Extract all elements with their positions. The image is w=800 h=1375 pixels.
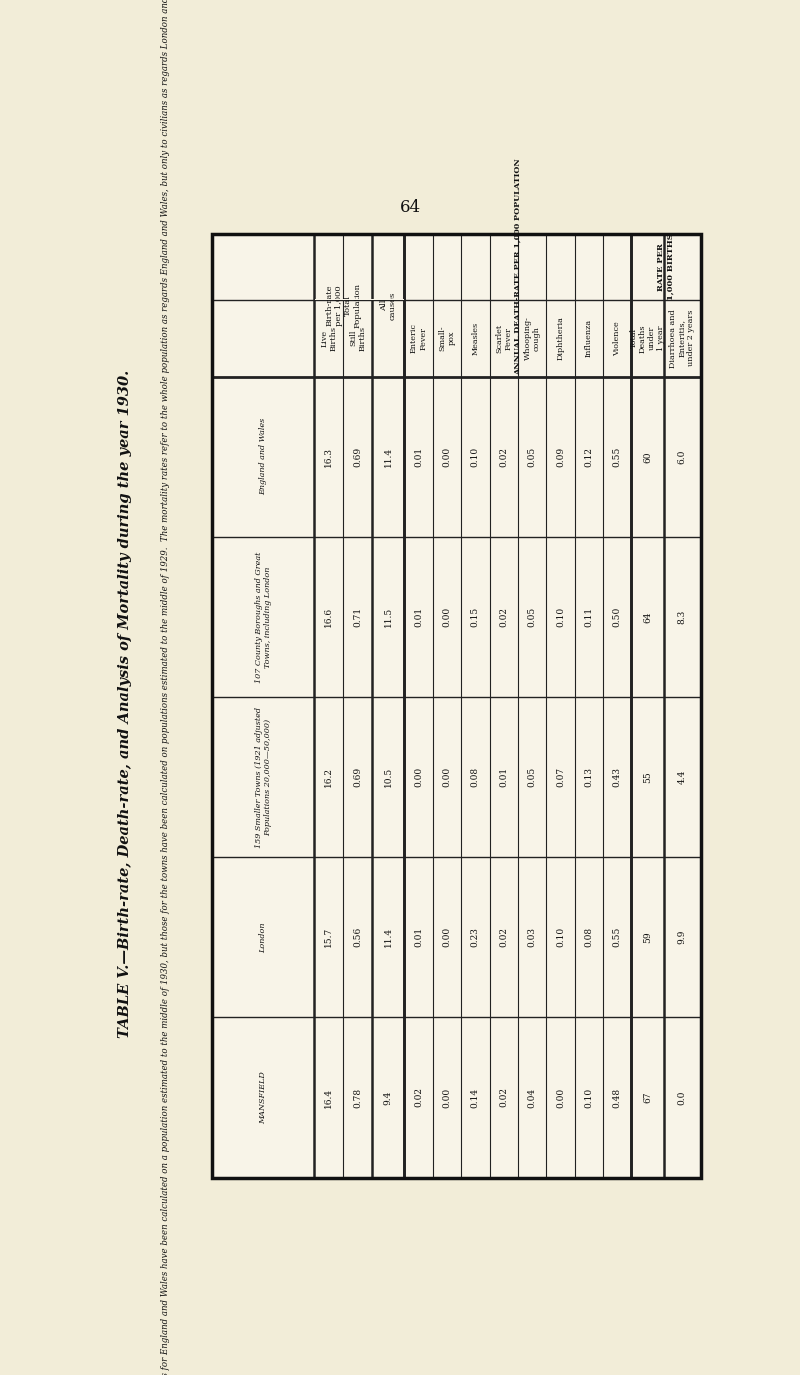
- Text: 0.71: 0.71: [354, 606, 362, 627]
- Text: 8.3: 8.3: [678, 610, 686, 624]
- Text: RATE PER
1,000 BIRTHS: RATE PER 1,000 BIRTHS: [658, 234, 674, 300]
- Text: 0.10: 0.10: [556, 606, 565, 627]
- Text: 16.3: 16.3: [324, 447, 334, 468]
- Text: 0.09: 0.09: [556, 447, 565, 468]
- Text: 0.23: 0.23: [471, 927, 480, 947]
- Text: 15.7: 15.7: [324, 927, 334, 947]
- Text: 0.01: 0.01: [414, 927, 423, 947]
- Text: 67: 67: [643, 1092, 652, 1103]
- Text: Birth-rate
per 1,000
Total
Population: Birth-rate per 1,000 Total Population: [326, 283, 361, 329]
- Text: 64: 64: [643, 612, 652, 623]
- Text: Live
Births: Live Births: [320, 326, 338, 351]
- Text: Measles: Measles: [471, 322, 479, 355]
- Text: Whooping-
cough: Whooping- cough: [523, 316, 541, 360]
- Text: 0.15: 0.15: [471, 606, 480, 627]
- Text: 0.48: 0.48: [613, 1088, 622, 1107]
- Text: All
causes: All causes: [380, 292, 397, 319]
- Text: 59: 59: [643, 931, 652, 943]
- Text: 0.02: 0.02: [499, 1088, 508, 1107]
- Text: 4.4: 4.4: [678, 770, 686, 784]
- Text: 10.5: 10.5: [384, 767, 393, 788]
- Text: 0.01: 0.01: [414, 447, 423, 468]
- Text: 9.4: 9.4: [384, 1090, 393, 1104]
- Text: 11.5: 11.5: [384, 606, 393, 627]
- Text: 64: 64: [399, 199, 421, 216]
- Text: 0.56: 0.56: [354, 927, 362, 947]
- Text: 0.13: 0.13: [585, 767, 594, 786]
- Text: 0.00: 0.00: [442, 447, 451, 468]
- Text: 0.78: 0.78: [354, 1088, 362, 1107]
- Bar: [212, 234, 701, 1177]
- Text: London: London: [259, 923, 267, 953]
- Text: Violence: Violence: [614, 320, 622, 356]
- Text: (Provisional figures.  The rates for England and Wales have been calculated on a: (Provisional figures. The rates for Engl…: [162, 0, 170, 1375]
- Text: Total
Deaths
under
1 year: Total Deaths under 1 year: [630, 324, 666, 352]
- Text: 55: 55: [643, 771, 652, 782]
- Text: 107 County Boroughs and Great
Towns, including London: 107 County Boroughs and Great Towns, inc…: [254, 551, 272, 682]
- Text: 0.69: 0.69: [354, 447, 362, 468]
- Text: 0.55: 0.55: [613, 447, 622, 468]
- Text: 0.43: 0.43: [613, 767, 622, 786]
- Text: 0.69: 0.69: [354, 767, 362, 788]
- Text: 16.6: 16.6: [324, 606, 334, 627]
- Text: 0.08: 0.08: [471, 767, 480, 788]
- Text: 0.55: 0.55: [613, 927, 622, 947]
- Text: 0.14: 0.14: [471, 1088, 480, 1107]
- Text: 11.4: 11.4: [384, 927, 393, 947]
- Text: Small-
pox: Small- pox: [438, 326, 455, 351]
- Text: 0.05: 0.05: [528, 767, 537, 788]
- Text: 0.00: 0.00: [442, 767, 451, 788]
- Text: 11.4: 11.4: [384, 447, 393, 468]
- Text: 0.07: 0.07: [556, 767, 565, 788]
- Text: 16.4: 16.4: [324, 1088, 334, 1107]
- Text: 0.01: 0.01: [414, 606, 423, 627]
- Bar: [212, 234, 701, 1177]
- Text: 0.02: 0.02: [499, 927, 508, 947]
- Text: 0.01: 0.01: [499, 767, 508, 788]
- Text: 0.00: 0.00: [414, 767, 423, 788]
- Text: 0.02: 0.02: [499, 606, 508, 627]
- Text: 0.10: 0.10: [585, 1088, 594, 1107]
- Text: 0.02: 0.02: [499, 447, 508, 468]
- Text: 6.0: 6.0: [678, 450, 686, 463]
- Text: Scarlet
Fever: Scarlet Fever: [495, 323, 512, 353]
- Text: Still
Births: Still Births: [349, 326, 366, 351]
- Text: Diphtheria: Diphtheria: [557, 316, 565, 360]
- Text: England and Wales: England and Wales: [259, 418, 267, 495]
- Text: 16.2: 16.2: [324, 767, 334, 786]
- Text: 0.00: 0.00: [442, 606, 451, 627]
- Text: 0.12: 0.12: [585, 447, 594, 468]
- Text: 0.05: 0.05: [528, 447, 537, 468]
- Text: 0.00: 0.00: [556, 1088, 565, 1107]
- Text: 0.0: 0.0: [678, 1090, 686, 1104]
- Text: 0.10: 0.10: [556, 927, 565, 947]
- Text: 0.03: 0.03: [528, 927, 537, 947]
- Text: 159 Smaller Towns (1921 adjusted
Populations 20,000—50,000): 159 Smaller Towns (1921 adjusted Populat…: [254, 707, 272, 847]
- Text: TABLE V.—Birth-rate, Death-rate, and Analysis of Mortality during the year 1930.: TABLE V.—Birth-rate, Death-rate, and Ana…: [118, 370, 132, 1038]
- Text: Influenza: Influenza: [585, 319, 593, 358]
- Text: 0.10: 0.10: [471, 447, 480, 468]
- Text: 60: 60: [643, 451, 652, 462]
- Text: 0.00: 0.00: [442, 927, 451, 947]
- Text: Enteric
Fever: Enteric Fever: [410, 323, 427, 353]
- Text: ANNUAL DEATH-RATE PER 1,000 POPULATION: ANNUAL DEATH-RATE PER 1,000 POPULATION: [514, 158, 522, 375]
- Text: 0.50: 0.50: [613, 606, 622, 627]
- Text: 0.11: 0.11: [585, 606, 594, 627]
- Text: 0.05: 0.05: [528, 606, 537, 627]
- Text: 0.04: 0.04: [528, 1088, 537, 1107]
- Text: 0.00: 0.00: [442, 1088, 451, 1107]
- Text: 9.9: 9.9: [678, 930, 686, 945]
- Text: Diarrhoea and
Enteritis,
under 2 years: Diarrhoea and Enteritis, under 2 years: [669, 309, 695, 367]
- Text: MANSFIELD: MANSFIELD: [259, 1071, 267, 1123]
- Text: 0.08: 0.08: [585, 927, 594, 947]
- Text: 0.02: 0.02: [414, 1088, 423, 1107]
